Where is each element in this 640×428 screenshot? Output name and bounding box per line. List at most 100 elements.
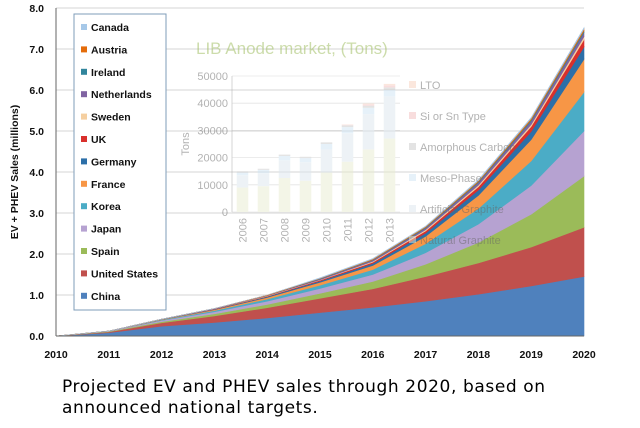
inset-bar-artificial-graphite: [320, 149, 333, 173]
legend-label: Spain: [91, 246, 120, 258]
legend-label: France: [91, 179, 126, 191]
inset-bar-amorphous-carbon: [236, 171, 249, 173]
inset-y-tick-label: 50000: [197, 71, 228, 83]
legend-item-germany: Germany: [81, 156, 137, 168]
legend-label: Canada: [91, 22, 129, 34]
inset-bar-amorphous-carbon: [257, 168, 270, 170]
inset-legend-label: Amorphous Carbon: [420, 142, 515, 154]
legend-swatch: [81, 46, 87, 53]
legend-label: Korea: [91, 201, 121, 213]
inset-y-axis-label: Tons: [180, 132, 192, 156]
legend-label: China: [91, 291, 120, 303]
figure-caption: Projected EV and PHEV sales through 2020…: [62, 377, 546, 418]
y-tick-label: 8.0: [29, 3, 44, 15]
legend-item-spain: Spain: [81, 246, 120, 258]
x-tick-label: 2014: [256, 349, 280, 361]
inset-bar-meso-phase: [236, 172, 249, 176]
legend-swatch: [81, 68, 87, 75]
inset-legend-label: Meso-Phase: [420, 173, 482, 185]
legend-item-sweden: Sweden: [81, 112, 131, 124]
inset-x-tick-label: 2007: [259, 218, 271, 242]
legend-item-ireland: Ireland: [81, 67, 125, 79]
inset-bar-meso-phase: [257, 169, 270, 174]
inset-legend-item-si-or-sn-type: Si or Sn Type: [409, 111, 486, 123]
inset-x-tick-label: 2011: [343, 218, 355, 242]
legend-swatch: [81, 248, 87, 254]
legend-item-austria: Austria: [81, 44, 127, 56]
inset-bar-natural-graphite: [299, 180, 312, 212]
inset-y-tick-label: 0: [222, 207, 228, 219]
inset-bar-natural-graphite: [383, 138, 396, 212]
inset-legend-item-artificial-graphite: Artificial Graphite: [409, 204, 504, 216]
inset-x-tick-label: 2012: [364, 218, 376, 242]
y-tick-label: 1.0: [29, 290, 44, 302]
inset-legend-swatch: [409, 112, 416, 119]
inset-bar-meso-phase: [362, 107, 375, 115]
y-tick-label: 2.0: [29, 249, 44, 261]
inset-bar-artificial-graphite: [299, 162, 312, 181]
x-tick-label: 2012: [150, 349, 174, 361]
inset-bar-si-or-sn-type: [341, 124, 354, 126]
legend-label: Austria: [91, 44, 127, 56]
inset-bar-amorphous-carbon: [320, 142, 333, 144]
legend-label: United States: [91, 268, 158, 280]
inset-legend-item-meso-phase: Meso-Phase: [409, 173, 482, 185]
inset-bar-meso-phase: [383, 89, 396, 97]
inset-legend-label: Natural Graphite: [420, 235, 501, 247]
y-tick-label: 4.0: [29, 167, 44, 179]
inset-bar-artificial-graphite: [362, 114, 375, 150]
inset-bar-natural-graphite: [341, 161, 354, 212]
legend-item-netherlands: Netherlands: [81, 89, 152, 101]
inset-legend-item-natural-graphite: Natural Graphite: [409, 235, 501, 247]
inset-bar-artificial-graphite: [257, 173, 270, 187]
y-tick-label: 0.0: [29, 331, 44, 343]
inset-bar-artificial-graphite: [383, 96, 396, 139]
inset-x-tick-label: 2013: [385, 218, 397, 242]
inset-legend-label: Si or Sn Type: [420, 111, 486, 123]
inset-bar-amorphous-carbon: [341, 125, 354, 128]
legend-item-china: China: [81, 291, 120, 303]
x-tick-label: 2020: [572, 349, 596, 361]
y-tick-label: 5.0: [29, 126, 44, 138]
inset-bar-meso-phase: [299, 158, 312, 163]
inset-bar-meso-phase: [341, 127, 354, 134]
inset-bar-natural-graphite: [257, 186, 270, 212]
y-tick-label: 6.0: [29, 85, 44, 97]
inset-bar-amorphous-carbon: [362, 105, 375, 108]
inset-bar-amorphous-carbon: [299, 156, 312, 159]
legend-swatch: [81, 180, 87, 187]
area-series: [55, 26, 585, 337]
inset-legend-swatch: [409, 236, 416, 243]
inset-legend-swatch: [409, 143, 416, 150]
inset-bar-natural-graphite: [362, 149, 375, 212]
legend-swatch: [81, 24, 87, 30]
inset-legend-item-lto: LTO: [409, 80, 441, 92]
inset-bar-natural-graphite: [236, 187, 249, 212]
legend-label: Japan: [91, 224, 121, 236]
inset-bar-meso-phase: [320, 144, 333, 150]
inset-bar-natural-graphite: [278, 178, 291, 212]
x-tick-label: 2017: [414, 349, 438, 361]
legend-label: Netherlands: [91, 89, 152, 101]
y-tick-label: 3.0: [29, 208, 44, 220]
inset-legend-label: Artificial Graphite: [420, 204, 504, 216]
inset-bar-artificial-graphite: [236, 175, 249, 188]
inset-y-tick-label: 30000: [197, 125, 228, 137]
x-tick-label: 2016: [361, 349, 385, 361]
legend-label: Ireland: [91, 67, 125, 79]
inset-bar-lto: [362, 103, 375, 105]
legend-label: Germany: [91, 156, 137, 168]
legend-swatch: [81, 158, 87, 165]
inset-legend-swatch: [409, 81, 416, 88]
inset-anode-chart: LIB Anode market, (Tons) 0 10000 20000 30000…: [180, 39, 515, 247]
inset-bar-amorphous-carbon: [383, 87, 396, 90]
legend-item-uk: UK: [81, 134, 107, 146]
inset-x-tick-label: 2009: [301, 218, 313, 242]
legend-item-japan: Japan: [81, 224, 121, 236]
y-tick-label: 7.0: [29, 44, 44, 56]
legend-swatch: [81, 136, 87, 142]
inset-x-tick-label: 2006: [238, 218, 250, 242]
legend-item-united-states: United States: [81, 268, 158, 280]
x-tick-label: 2011: [97, 349, 120, 361]
